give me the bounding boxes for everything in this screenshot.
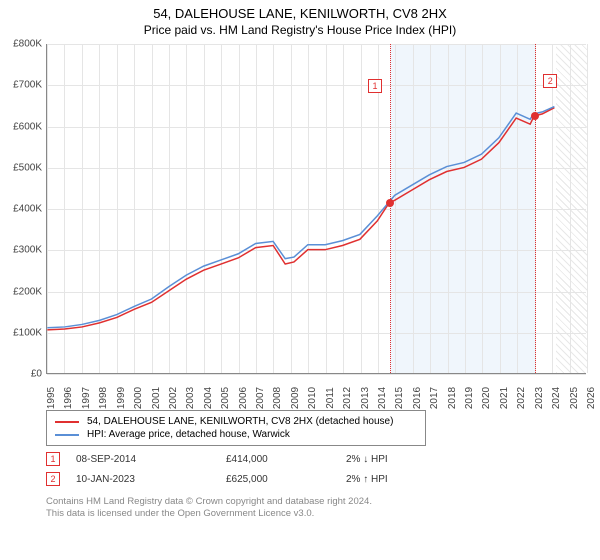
- y-tick-label: £0: [31, 369, 42, 380]
- x-tick-label: 2000: [133, 387, 144, 409]
- x-tick-label: 2015: [394, 387, 405, 409]
- x-tick-label: 2010: [307, 387, 318, 409]
- x-tick-label: 2004: [203, 387, 214, 409]
- x-tick-label: 2006: [238, 387, 249, 409]
- plot-area: 12: [46, 44, 586, 374]
- y-tick-label: £400K: [13, 204, 42, 215]
- sale-price: £625,000: [226, 474, 346, 485]
- x-tick-label: 2009: [290, 387, 301, 409]
- y-tick-label: £100K: [13, 327, 42, 338]
- y-tick-label: £800K: [13, 39, 42, 50]
- legend-label: 54, DALEHOUSE LANE, KENILWORTH, CV8 2HX …: [87, 416, 393, 427]
- chart-subtitle: Price paid vs. HM Land Registry's House …: [0, 21, 600, 41]
- footer-line1: Contains HM Land Registry data © Crown c…: [46, 496, 586, 508]
- x-tick-label: 2022: [516, 387, 527, 409]
- x-tick-label: 2014: [377, 387, 388, 409]
- legend-swatch: [55, 434, 79, 436]
- x-tick-label: 2003: [185, 387, 196, 409]
- sale-point-marker: [386, 199, 394, 207]
- footer: Contains HM Land Registry data © Crown c…: [46, 486, 586, 521]
- x-tick-label: 1996: [63, 387, 74, 409]
- x-tick-label: 2007: [255, 387, 266, 409]
- x-tick-label: 2024: [551, 387, 562, 409]
- sale-marker-box: 1: [368, 79, 382, 93]
- x-tick-label: 2019: [464, 387, 475, 409]
- chart-title: 54, DALEHOUSE LANE, KENILWORTH, CV8 2HX: [0, 0, 600, 21]
- sale-date: 08-SEP-2014: [76, 454, 226, 465]
- y-tick-label: £200K: [13, 286, 42, 297]
- legend-label: HPI: Average price, detached house, Warw…: [87, 429, 290, 440]
- sale-date: 10-JAN-2023: [76, 474, 226, 485]
- y-axis: £0£100K£200K£300K£400K£500K£600K£700K£80…: [0, 44, 46, 374]
- legend-box: 54, DALEHOUSE LANE, KENILWORTH, CV8 2HX …: [46, 410, 426, 446]
- sale-marker-inline: 2: [46, 472, 60, 486]
- sale-vline: [535, 44, 536, 373]
- y-tick-label: £700K: [13, 80, 42, 91]
- sale-row: 1 08-SEP-2014£414,0002% ↓ HPI: [46, 446, 586, 466]
- legend-item: 54, DALEHOUSE LANE, KENILWORTH, CV8 2HX …: [55, 415, 417, 428]
- sale-row: 2 10-JAN-2023£625,0002% ↑ HPI: [46, 466, 586, 486]
- x-tick-label: 2016: [412, 387, 423, 409]
- chart-area: £0£100K£200K£300K£400K£500K£600K£700K£80…: [0, 44, 600, 404]
- legend-item: HPI: Average price, detached house, Warw…: [55, 428, 417, 441]
- x-tick-label: 2021: [499, 387, 510, 409]
- x-tick-label: 1999: [116, 387, 127, 409]
- x-tick-label: 1997: [81, 387, 92, 409]
- sale-diff: 2% ↓ HPI: [346, 454, 426, 465]
- x-axis: 1995199619971998199920002001200220032004…: [46, 374, 586, 404]
- x-tick-label: 2002: [168, 387, 179, 409]
- x-tick-label: 2005: [220, 387, 231, 409]
- y-tick-label: £500K: [13, 162, 42, 173]
- x-tick-label: 2023: [534, 387, 545, 409]
- x-tick-label: 2017: [429, 387, 440, 409]
- x-tick-label: 2020: [481, 387, 492, 409]
- series-hpi: [47, 107, 554, 328]
- line-layer: [47, 44, 586, 373]
- sale-marker-box: 2: [543, 74, 557, 88]
- footer-line2: This data is licensed under the Open Gov…: [46, 508, 586, 520]
- x-tick-label: 2011: [325, 387, 336, 409]
- y-tick-label: £300K: [13, 245, 42, 256]
- legend-and-footer: 54, DALEHOUSE LANE, KENILWORTH, CV8 2HX …: [46, 410, 586, 521]
- x-tick-label: 2018: [447, 387, 458, 409]
- x-tick-label: 2025: [569, 387, 580, 409]
- x-tick-label: 2012: [342, 387, 353, 409]
- series-property: [47, 108, 554, 330]
- sale-marker-inline: 1: [46, 452, 60, 466]
- x-tick-label: 2008: [272, 387, 283, 409]
- y-tick-label: £600K: [13, 121, 42, 132]
- x-tick-label: 2001: [151, 387, 162, 409]
- x-tick-label: 2026: [586, 387, 597, 409]
- sale-diff: 2% ↑ HPI: [346, 474, 426, 485]
- legend-swatch: [55, 421, 79, 423]
- sale-vline: [390, 44, 391, 373]
- sale-price: £414,000: [226, 454, 346, 465]
- x-tick-label: 1998: [98, 387, 109, 409]
- gridline-v: [587, 44, 588, 373]
- x-tick-label: 2013: [360, 387, 371, 409]
- sale-point-marker: [531, 112, 539, 120]
- x-tick-label: 1995: [46, 387, 57, 409]
